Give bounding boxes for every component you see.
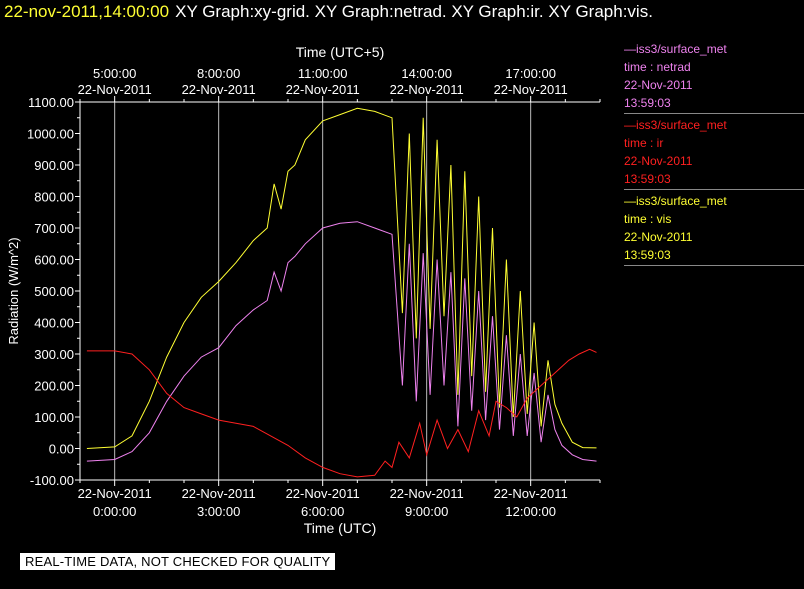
x-tick-label-date: 22-Nov-2011 [390, 486, 464, 501]
y-tick-label: -100.00 [30, 473, 74, 488]
x-tick-label-date: 22-Nov-2011 [78, 486, 152, 501]
y-axis-label: Radiation (W/m^2) [6, 237, 21, 344]
series-line-time---netrad [86, 221, 597, 462]
x-tick-label-date: 22-Nov-2011 [286, 486, 360, 501]
x2-axis-label: Time (UTC+5) [296, 44, 385, 60]
legend-time: 13:59:03 [624, 172, 671, 186]
y-tick-label: 200.00 [34, 379, 74, 394]
header: 22-nov-2011,14:00:00 XY Graph:xy-grid. XY… [4, 2, 653, 22]
y-tick-label: 100.00 [34, 410, 74, 425]
x2-tick-label-time: 8:00:00 [197, 66, 240, 81]
series-line-time---vis [86, 107, 597, 449]
legend-source: —iss3/surface_met [624, 118, 727, 132]
x-axis-label: Time (UTC) [304, 520, 377, 536]
legend-entry-netrad: —iss3/surface_met time : netrad 22-Nov-2… [624, 40, 804, 114]
y-tick-label: 500.00 [34, 284, 74, 299]
y-tick-label: 800.00 [34, 190, 74, 205]
x-tick-label-time: 12:00:00 [505, 504, 556, 519]
y-tick-label: 1100.00 [28, 95, 74, 110]
grid-lines [114, 102, 532, 480]
axes: -100.00 0.00 100.00 200.00 300.00 400.00 500.0… [6, 44, 601, 536]
y-tick-label: 1000.00 [27, 127, 74, 142]
x2-tick-label-date: 22-Nov-2011 [286, 82, 360, 97]
x-tick-label-time: 9:00:00 [405, 504, 448, 519]
y-tick-label: 400.00 [34, 316, 74, 331]
x-tick-label-time: 6:00:00 [301, 504, 344, 519]
x2-tick-label-date: 22-Nov-2011 [182, 82, 256, 97]
y-tick-label: 0.00 [49, 442, 74, 457]
x2-tick-label-date: 22-Nov-2011 [494, 82, 568, 97]
header-graph-titles: XY Graph:xy-grid. XY Graph:netrad. XY Gr… [175, 2, 653, 21]
legend-field: time : vis [624, 212, 672, 226]
header-timestamp: 22-nov-2011,14:00:00 [4, 2, 170, 21]
y-tick-label: 600.00 [34, 253, 74, 268]
x-tick-label-time: 3:00:00 [197, 504, 240, 519]
series-group [86, 107, 597, 478]
series-line-time---ir [86, 348, 597, 478]
legend-time: 13:59:03 [624, 96, 671, 110]
quality-disclaimer: REAL-TIME DATA, NOT CHECKED FOR QUALITY [20, 553, 336, 570]
legend-date: 22-Nov-2011 [624, 154, 693, 168]
x2-tick-label-time: 14:00:00 [401, 66, 452, 81]
legend: —iss3/surface_met time : netrad 22-Nov-2… [624, 40, 804, 268]
y-tick-label: 900.00 [34, 158, 74, 173]
x2-tick-label-date: 22-Nov-2011 [390, 82, 464, 97]
legend-entry-ir: —iss3/surface_met time : ir 22-Nov-2011 … [624, 116, 804, 190]
legend-entry-vis: —iss3/surface_met time : vis 22-Nov-2011… [624, 192, 804, 266]
legend-date: 22-Nov-2011 [624, 78, 693, 92]
y-tick-label: 700.00 [34, 221, 74, 236]
x2-tick-label-time: 5:00:00 [93, 66, 136, 81]
x-tick-label-date: 22-Nov-2011 [182, 486, 256, 501]
y-tick-label: 300.00 [34, 347, 74, 362]
legend-field: time : ir [624, 136, 664, 150]
x2-tick-label-time: 11:00:00 [298, 66, 348, 81]
x-tick-label-date: 22-Nov-2011 [494, 486, 568, 501]
legend-source: —iss3/surface_met [624, 194, 727, 208]
x-tick-label-time: 0:00:00 [93, 504, 136, 519]
legend-time: 13:59:03 [624, 248, 671, 262]
legend-field: time : netrad [624, 60, 691, 74]
x2-tick-label-time: 17:00:00 [505, 66, 556, 81]
legend-date: 22-Nov-2011 [624, 230, 693, 244]
x2-tick-label-date: 22-Nov-2011 [78, 82, 152, 97]
legend-source: —iss3/surface_met [624, 42, 727, 56]
